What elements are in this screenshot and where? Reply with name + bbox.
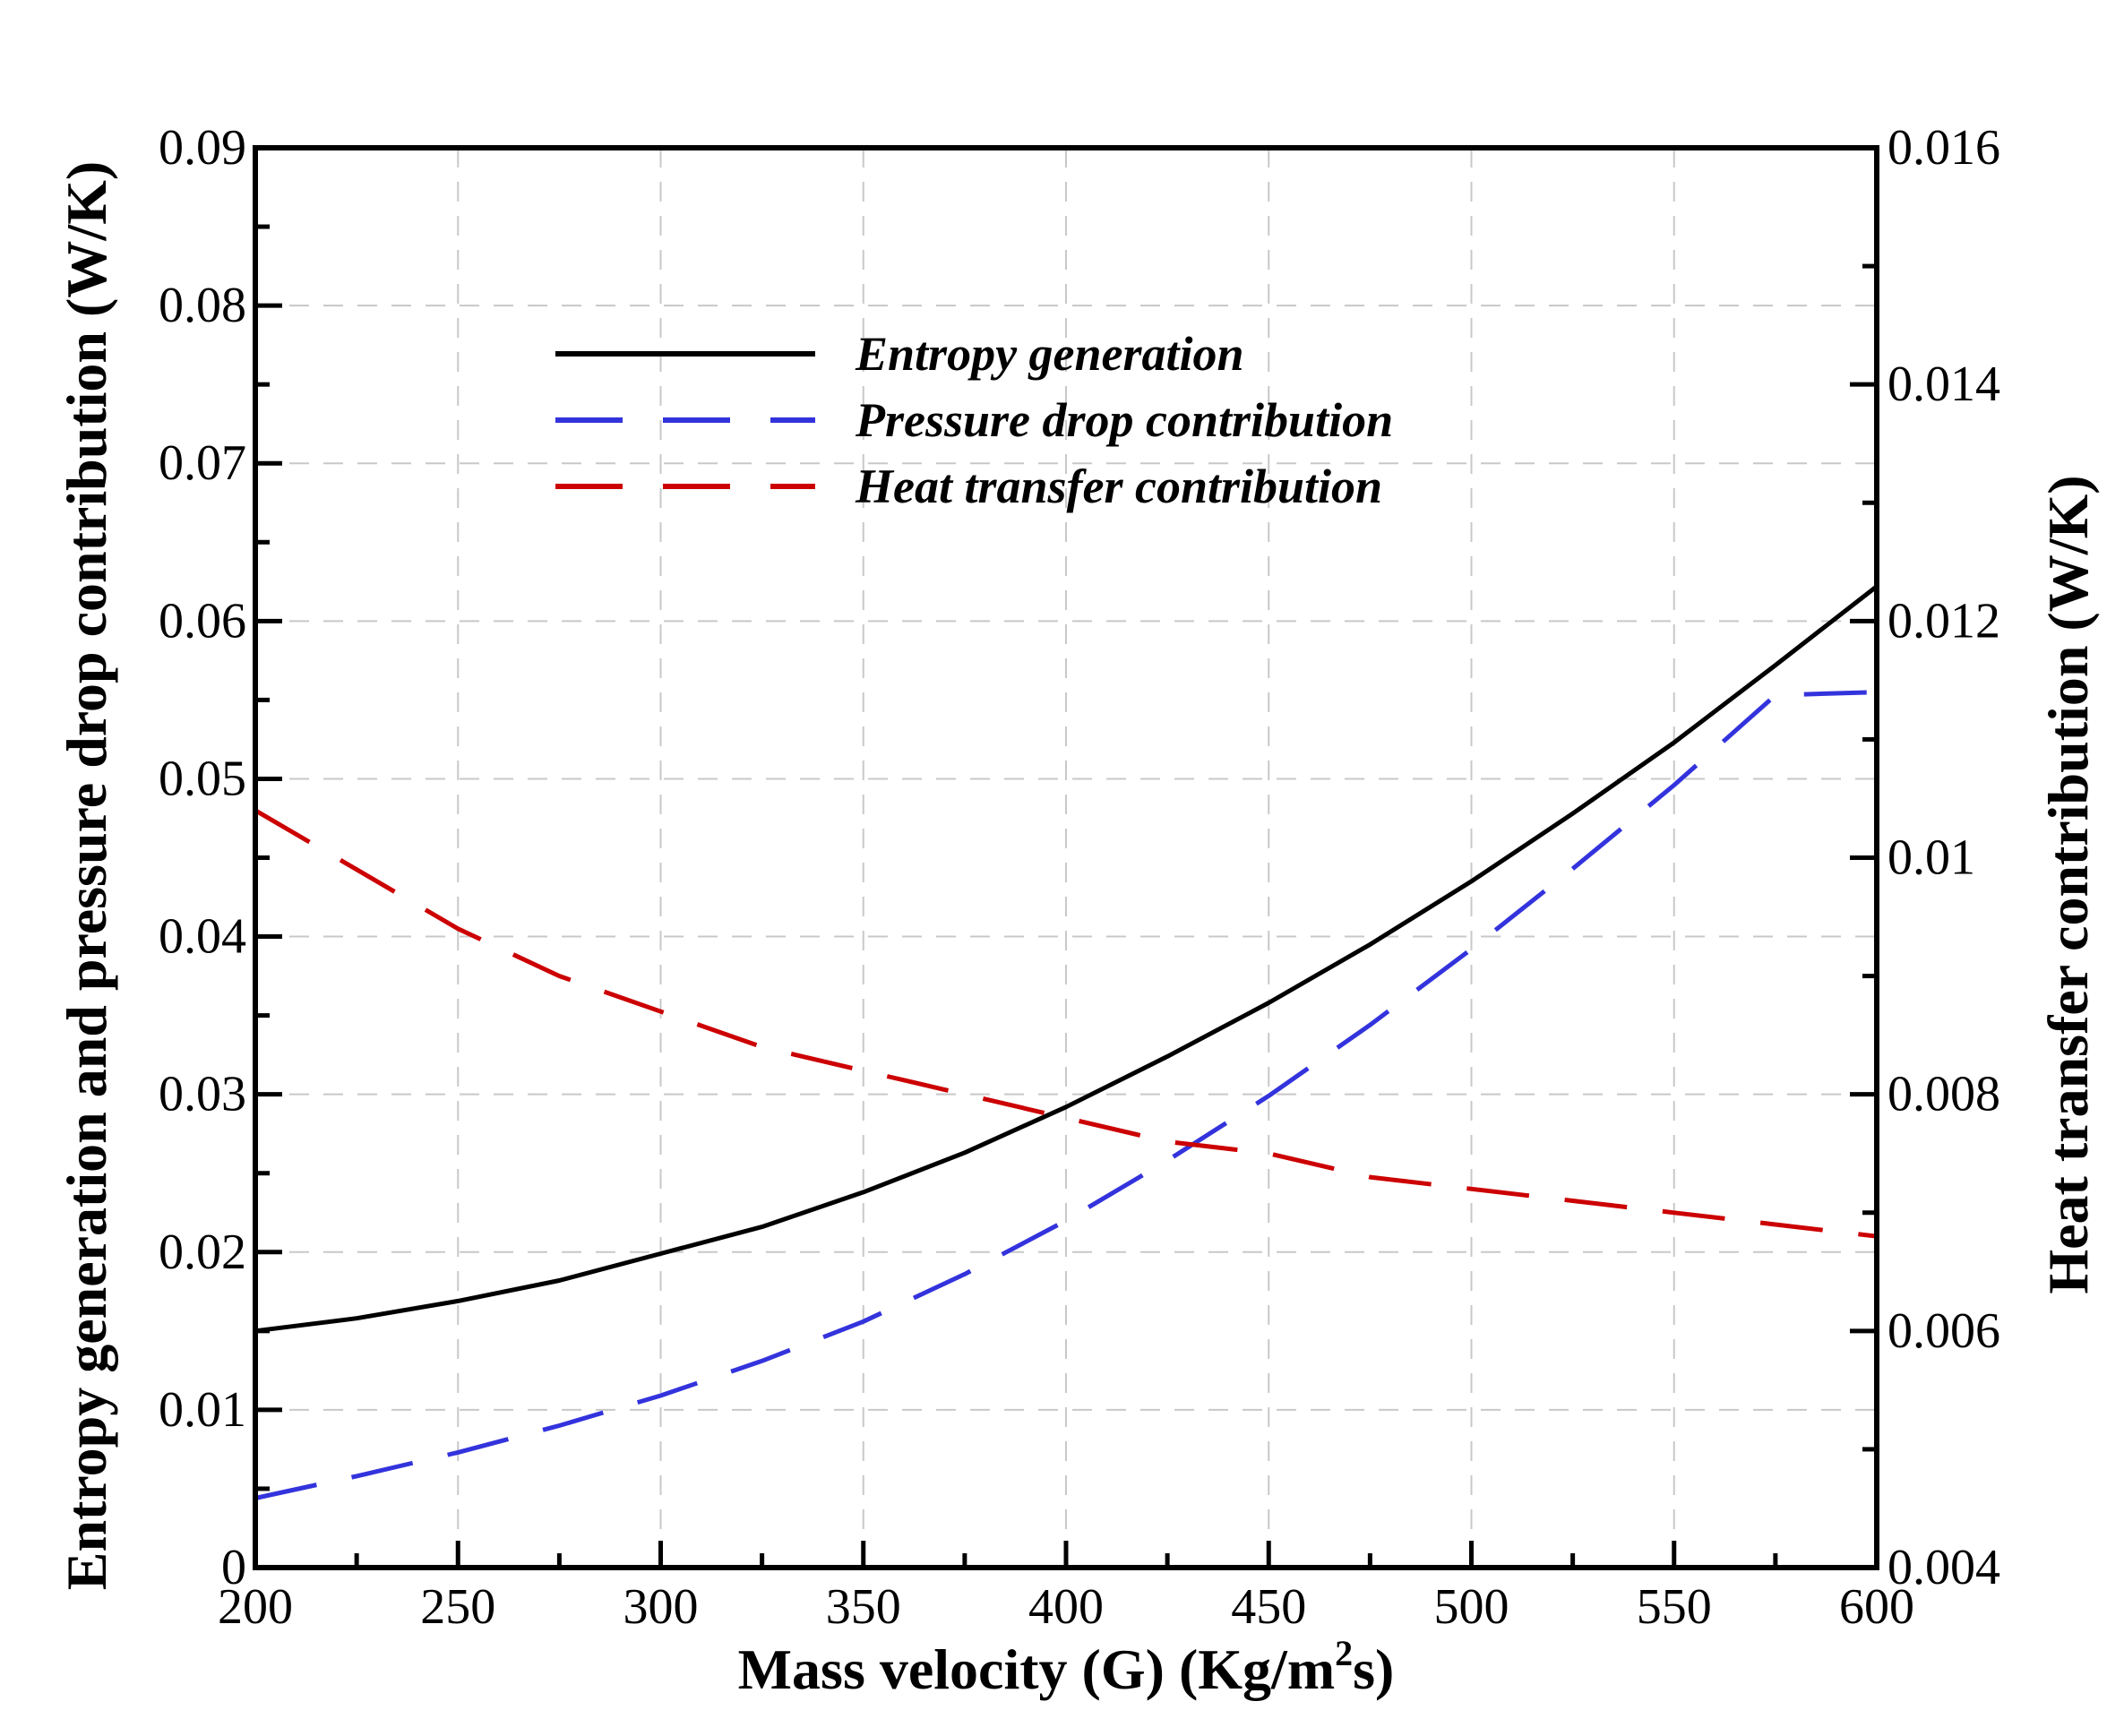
legend-label: Pressure drop contribution	[855, 393, 1393, 447]
series-layer	[254, 584, 1879, 1500]
y-right-tick-label: 0.016	[1888, 120, 2000, 176]
series-line-heat-transfer-contribution	[254, 808, 1878, 1239]
x-tick-label: 600	[1839, 1579, 1914, 1635]
x-tick-label: 550	[1637, 1579, 1712, 1635]
x-tick-label: 200	[218, 1579, 293, 1635]
x-tick-label: 450	[1231, 1579, 1306, 1635]
y-left-tick-label: 0.09	[159, 120, 246, 176]
x-axis-title-tail: s)	[1353, 1637, 1394, 1701]
y-right-tick-label: 0.004	[1888, 1540, 2000, 1595]
y-left-tick-label: 0	[221, 1540, 246, 1595]
x-axis-title-main: Mass velocity (G) (Kg/m	[738, 1637, 1336, 1701]
y-right-tick-label: 0.01	[1888, 830, 1975, 886]
y-left-tick-label: 0.08	[159, 278, 246, 333]
y-right-tick-label: 0.012	[1888, 593, 2000, 649]
series-line-entropy-generation	[254, 584, 1879, 1334]
y-left-tick-label: 0.05	[159, 751, 246, 806]
y-left-tick-label: 0.02	[159, 1225, 246, 1280]
legend: Entropy generation Pressure drop contribu…	[555, 327, 1393, 513]
y-left-tick-label: 0.01	[159, 1382, 246, 1438]
y-axis-left-title: Entropy generation and pressure drop con…	[55, 161, 118, 1590]
y-left-tick-label: 0.03	[159, 1067, 246, 1122]
y-right-tick-label: 0.008	[1888, 1067, 2000, 1122]
y-left-tick-label: 0.06	[159, 593, 246, 649]
x-axis-title-superscript: 2	[1335, 1633, 1353, 1673]
legend-label: Entropy generation	[855, 327, 1244, 381]
tick-labels: 200 250 300 350 400 450 500 550 600 0 0.01 0.02 0.03…	[159, 120, 2000, 1635]
series-line-pressure-drop-contribution	[254, 690, 1878, 1500]
y-left-tick-label: 0.04	[159, 909, 246, 965]
y-axis-right-title: Heat transfer contribution (W/K)	[2036, 475, 2100, 1293]
x-tick-label: 400	[1028, 1579, 1104, 1635]
ticks	[253, 145, 1879, 1570]
y-right-tick-label: 0.006	[1888, 1303, 2000, 1359]
x-tick-label: 300	[623, 1579, 699, 1635]
x-tick-label: 350	[826, 1579, 901, 1635]
legend-label: Heat transfer contribution	[855, 460, 1382, 513]
x-tick-label: 250	[420, 1579, 495, 1635]
y-left-tick-label: 0.07	[159, 435, 246, 491]
x-axis-title: Mass velocity (G) (Kg/m2s)	[738, 1633, 1395, 1701]
y-right-tick-label: 0.014	[1888, 357, 2000, 412]
x-tick-label: 500	[1434, 1579, 1509, 1635]
